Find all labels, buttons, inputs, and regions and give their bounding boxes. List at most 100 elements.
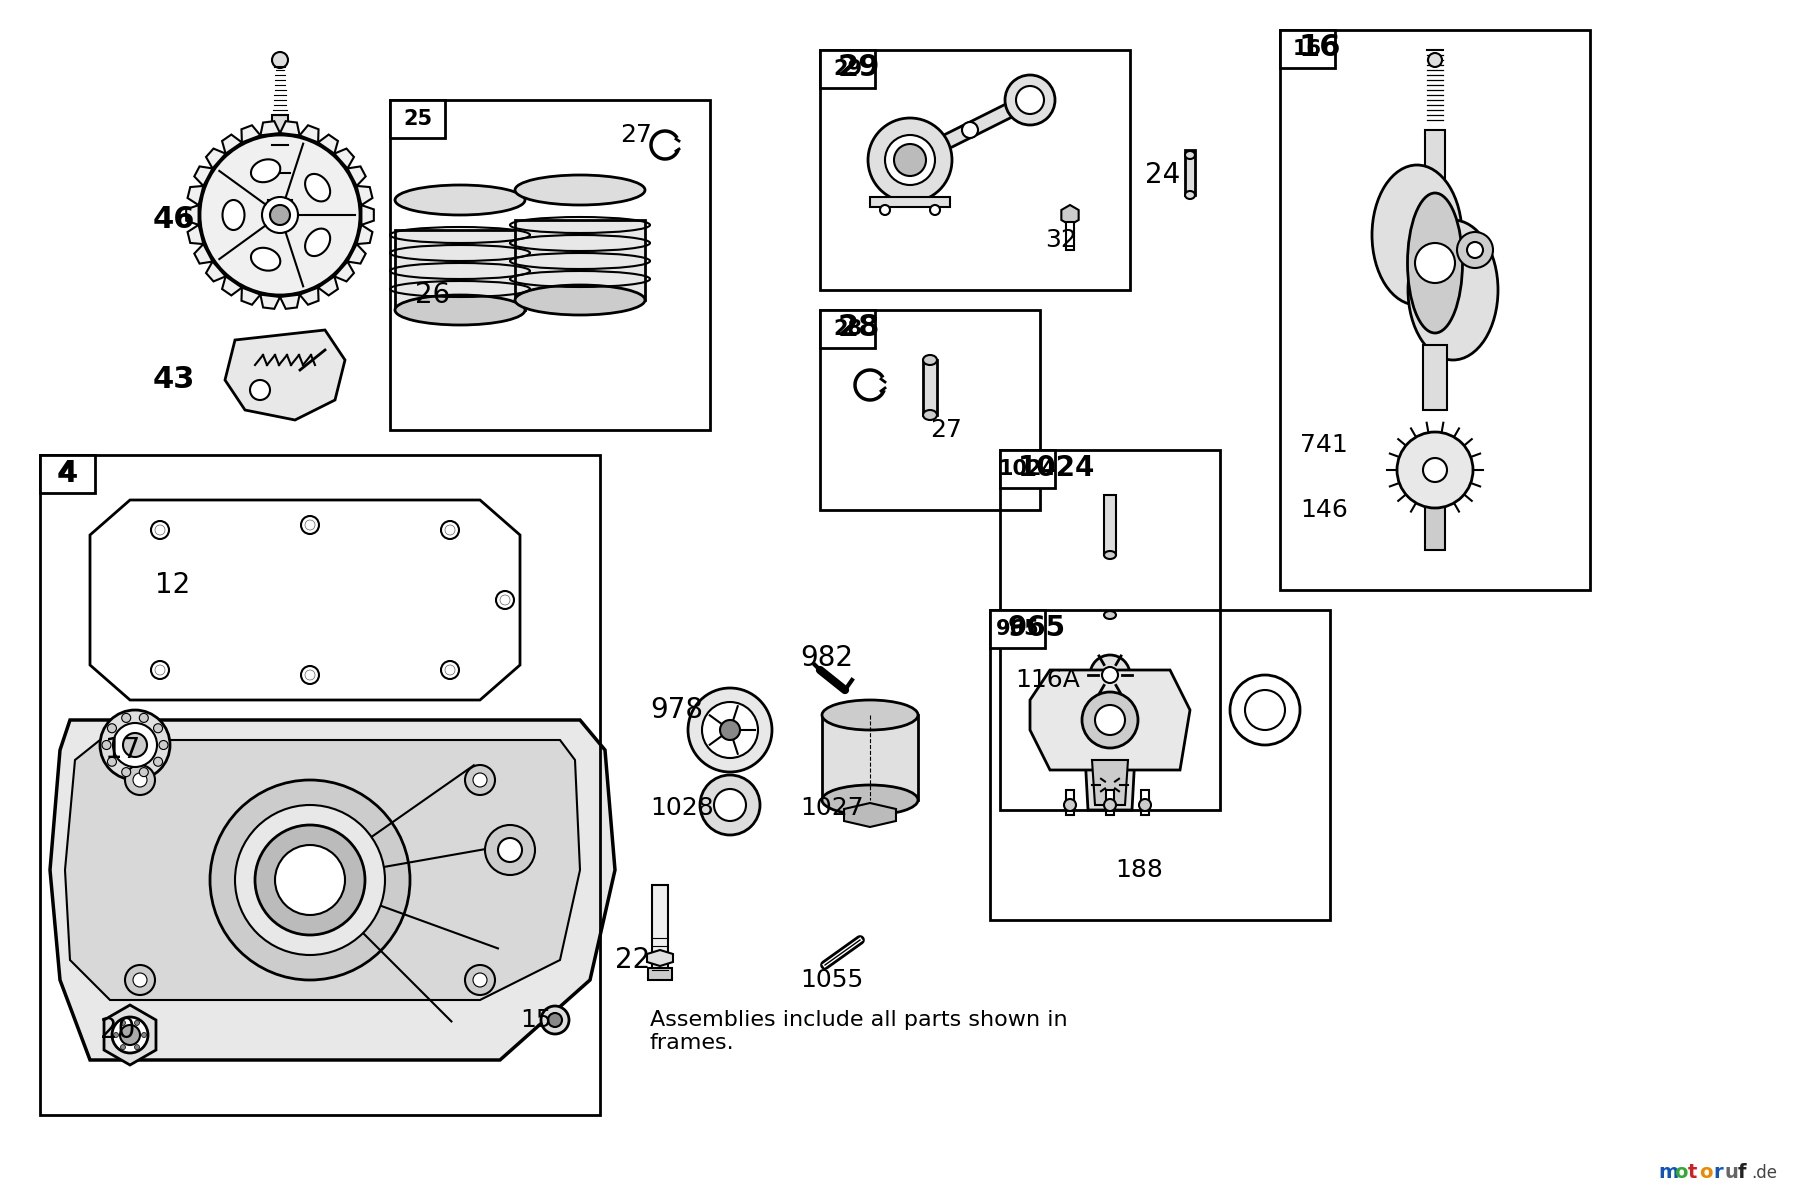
Ellipse shape [1184,191,1195,198]
Ellipse shape [1103,611,1116,620]
Polygon shape [335,261,355,282]
Circle shape [113,723,157,768]
Bar [652,885,668,970]
Circle shape [200,135,360,295]
Circle shape [139,768,148,777]
Bar [648,968,671,980]
Text: u: u [1724,1163,1739,1183]
Text: 1028: 1028 [650,796,715,820]
Polygon shape [299,288,319,304]
Polygon shape [65,740,580,1000]
Bar [40,455,599,1115]
Circle shape [151,660,169,678]
Circle shape [256,825,365,935]
Text: 1024: 1024 [1019,454,1096,482]
Circle shape [122,768,131,777]
Bar [823,715,918,800]
Circle shape [1424,458,1447,482]
Polygon shape [261,295,281,309]
Text: 26: 26 [416,282,450,309]
Polygon shape [1093,760,1129,805]
Polygon shape [261,122,281,136]
Text: 12: 12 [155,571,191,599]
Circle shape [133,774,148,787]
Bar [268,173,292,200]
Bar [391,100,709,429]
Polygon shape [299,125,319,142]
Text: m: m [1658,1163,1678,1183]
Bar [1184,150,1195,195]
Bar [394,230,526,310]
Text: 20: 20 [101,1017,135,1044]
Bar [1424,345,1447,410]
Circle shape [702,703,758,758]
Ellipse shape [923,355,938,365]
Bar [821,51,875,88]
Circle shape [121,1020,126,1025]
Polygon shape [362,206,374,225]
Circle shape [473,973,488,986]
Polygon shape [221,135,241,154]
Circle shape [1397,432,1472,508]
Circle shape [108,724,117,733]
Text: 28: 28 [839,314,880,343]
Text: 16: 16 [1292,38,1321,59]
Circle shape [211,780,410,980]
Circle shape [1467,242,1483,257]
Circle shape [113,1032,119,1037]
Circle shape [931,205,940,215]
Circle shape [270,205,290,225]
Circle shape [121,1044,126,1050]
Text: 4: 4 [58,458,77,487]
Polygon shape [356,225,373,244]
Polygon shape [646,950,673,966]
Bar [923,360,938,415]
Polygon shape [319,135,338,154]
Circle shape [1064,799,1076,811]
Circle shape [272,52,288,69]
Circle shape [1139,799,1150,811]
Polygon shape [241,288,261,304]
Circle shape [1091,654,1130,695]
Bar [270,146,290,173]
Polygon shape [104,1005,157,1065]
Circle shape [151,521,169,539]
Ellipse shape [1184,152,1195,159]
Circle shape [1427,53,1442,67]
Circle shape [139,713,148,722]
Ellipse shape [250,159,281,182]
Text: 16: 16 [1298,34,1341,63]
Text: 741: 741 [1300,433,1348,457]
Ellipse shape [1372,165,1462,306]
Circle shape [1415,243,1454,283]
Ellipse shape [394,295,526,325]
Circle shape [263,197,299,233]
Text: 27: 27 [931,417,961,442]
Circle shape [158,741,167,749]
Circle shape [250,380,270,401]
Ellipse shape [515,174,644,205]
Polygon shape [356,186,373,206]
Polygon shape [844,802,896,826]
Text: 24: 24 [1145,161,1181,189]
Ellipse shape [250,248,281,271]
Circle shape [1102,666,1118,683]
Circle shape [121,1025,140,1045]
Polygon shape [225,330,346,420]
Bar [1280,30,1589,589]
Circle shape [895,144,925,176]
Circle shape [880,205,889,215]
Polygon shape [241,125,261,142]
Circle shape [497,591,515,609]
Bar [1001,450,1220,810]
Circle shape [720,721,740,740]
Circle shape [1456,232,1492,268]
Text: 15: 15 [520,1008,551,1032]
Circle shape [153,757,162,766]
Polygon shape [905,89,1035,171]
Ellipse shape [1408,192,1462,333]
Circle shape [441,521,459,539]
Text: 28: 28 [833,319,862,339]
Polygon shape [50,721,616,1060]
Text: 27: 27 [619,123,652,147]
